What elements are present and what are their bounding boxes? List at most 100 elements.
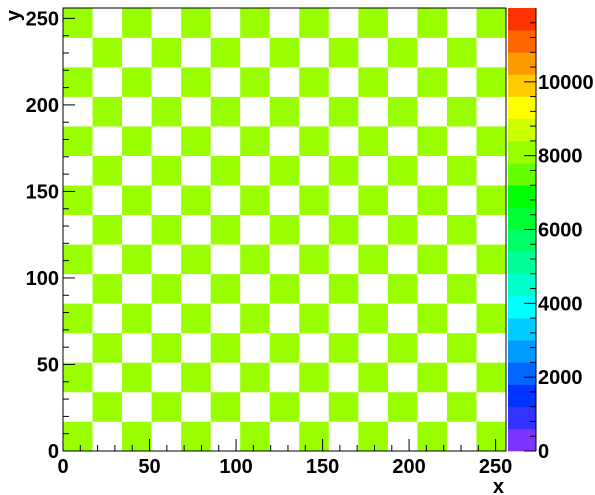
heatmap-cell-empty [269, 67, 300, 97]
heatmap-cell-empty [210, 8, 241, 38]
colorbar-tick-label: 8000 [538, 146, 583, 168]
heatmap-cell-filled [476, 362, 507, 393]
heatmap-cell-empty [417, 214, 448, 245]
heatmap-cell-empty [269, 244, 300, 275]
heatmap-cell-empty [181, 391, 211, 422]
heatmap-cell-filled [63, 303, 93, 334]
heatmap-cell-filled [446, 332, 477, 363]
heatmap-cell-filled [92, 273, 123, 304]
heatmap-cell-empty [387, 421, 418, 452]
y-tick-label: 200 [26, 95, 59, 117]
heatmap-cell-empty [328, 126, 359, 156]
heatmap-cell-empty [63, 273, 93, 304]
heatmap-cell-empty [63, 391, 93, 422]
heatmap-cell-empty [417, 273, 448, 304]
heatmap-cell-empty [387, 8, 418, 38]
heatmap-cell-filled [210, 391, 241, 422]
heatmap-cell-filled [181, 8, 211, 38]
heatmap-cell-filled [63, 8, 93, 38]
heatmap-cell-filled [240, 67, 271, 97]
heatmap-cell-filled [446, 391, 477, 422]
heatmap-cell-filled [269, 391, 300, 422]
heatmap-cell-empty [328, 185, 359, 216]
heatmap-cell-filled [417, 362, 448, 393]
heatmap-cell-empty [299, 391, 330, 422]
y-tick-label: 50 [37, 354, 59, 376]
heatmap-cell-empty [122, 155, 152, 186]
heatmap-cell-empty [446, 67, 477, 97]
heatmap-cell-filled [92, 96, 123, 127]
heatmap-cell-empty [63, 37, 93, 68]
heatmap-cell-empty [63, 214, 93, 245]
heatmap-cell-empty [387, 67, 418, 97]
heatmap-cell-filled [269, 332, 300, 363]
heatmap-cell-filled [358, 67, 389, 97]
heatmap-cell-empty [358, 214, 389, 245]
heatmap-cell-empty [299, 332, 330, 363]
heatmap-cell-filled [299, 126, 330, 156]
heatmap-cell-filled [358, 8, 389, 38]
heatmap-cell-empty [446, 8, 477, 38]
heatmap-cell-empty [240, 332, 271, 363]
heatmap-cell-empty [122, 273, 152, 304]
heatmap-cell-empty [328, 421, 359, 452]
heatmap-cell-empty [151, 362, 182, 393]
colorbar-swatch [508, 251, 536, 275]
heatmap-cell-filled [476, 126, 507, 156]
heatmap-cell-filled [387, 96, 418, 127]
heatmap-cell-filled [417, 126, 448, 156]
heatmap-cell-filled [299, 362, 330, 393]
heatmap-cell-empty [358, 155, 389, 186]
heatmap-cell-filled [476, 303, 507, 334]
heatmap-cell-empty [358, 391, 389, 422]
heatmap-cell-filled [181, 126, 211, 156]
heatmap-cell-filled [151, 214, 182, 245]
x-axis: 0 50 100 150 200 250 [57, 439, 512, 478]
heatmap-cell-empty [269, 303, 300, 334]
colorbar-swatch [508, 428, 536, 452]
heatmap-cell-empty [476, 214, 507, 245]
heatmap-cell-empty [181, 332, 211, 363]
heatmap-cell-filled [417, 67, 448, 97]
heatmap-cell-empty [92, 185, 123, 216]
heatmap-cell-filled [151, 96, 182, 127]
heatmap-cell-filled [446, 273, 477, 304]
colorbar-swatch [508, 74, 536, 97]
heatmap-cell-filled [328, 214, 359, 245]
heatmap-cell-filled [181, 185, 211, 216]
heatmap-cell-filled [358, 126, 389, 156]
heatmap-cell-filled [387, 214, 418, 245]
heatmap-cell-empty [210, 244, 241, 275]
heatmap-cell-empty [122, 391, 152, 422]
heatmap-cell-empty [240, 391, 271, 422]
heatmap-cell-filled [328, 332, 359, 363]
x-tick-label: 0 [57, 456, 68, 478]
heatmap-cell-empty [387, 362, 418, 393]
heatmap-cell-filled [240, 185, 271, 216]
heatmap-cell-filled [122, 303, 152, 334]
heatmap-cell-empty [92, 67, 123, 97]
heatmap-cell-filled [358, 303, 389, 334]
heatmap-cell-empty [240, 37, 271, 68]
colorbar-tick-label: 4000 [538, 293, 583, 315]
colorbar [508, 8, 536, 452]
heatmap-cell-filled [210, 273, 241, 304]
heatmap-cell-filled [417, 303, 448, 334]
heatmap-cell-filled [151, 391, 182, 422]
heatmap-cell-empty [328, 362, 359, 393]
heatmap-cell-empty [476, 37, 507, 68]
heatmap-cell-empty [240, 96, 271, 127]
heatmap-cell-empty [181, 96, 211, 127]
heatmap-cell-filled [299, 421, 330, 452]
heatmap-cell-filled [417, 244, 448, 275]
heatmap-cell-filled [92, 214, 123, 245]
heatmap-cell-empty [387, 185, 418, 216]
x-tick-label: 250 [479, 456, 512, 478]
heatmap-cell-empty [446, 126, 477, 156]
heatmap-cell-filled [269, 273, 300, 304]
heatmap-cell-empty [476, 273, 507, 304]
heatmap-cell-filled [181, 421, 211, 452]
heatmap-cell-filled [240, 244, 271, 275]
colorbar-swatch [508, 163, 536, 186]
heatmap-cell-filled [240, 362, 271, 393]
